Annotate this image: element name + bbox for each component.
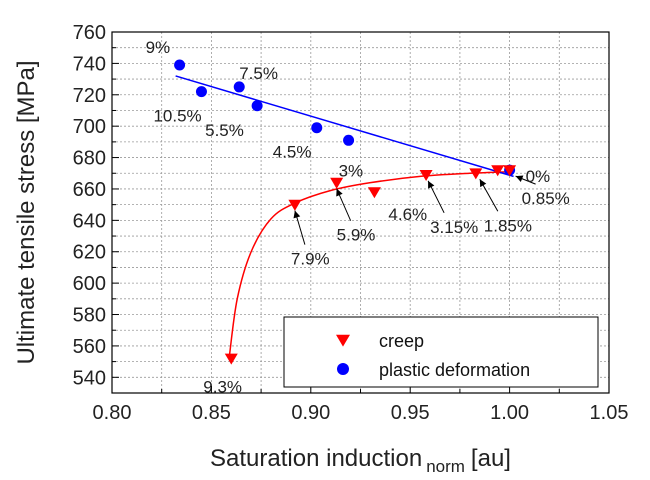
y-tick-label: 580 (73, 305, 106, 327)
annotation-label: 7.5% (239, 64, 278, 83)
x-tick-label: 1.05 (590, 402, 629, 424)
y-tick-label: 640 (73, 210, 106, 232)
y-tick-label: 540 (73, 367, 106, 389)
y-tick-label: 600 (73, 273, 106, 295)
annotation-label: 3% (339, 161, 364, 180)
data-point-creep (469, 168, 483, 180)
legend-label-plastic-deformation: plastic deformation (379, 360, 530, 380)
x-tick-label: 1.00 (490, 402, 529, 424)
y-tick-label: 680 (73, 148, 106, 170)
x-axis-title-main: Saturation induction (210, 445, 422, 472)
x-tick-label: 0.95 (391, 402, 430, 424)
data-points (174, 59, 517, 365)
fit-curves (175, 75, 514, 358)
fit-curve-plastic-deformation (175, 75, 514, 178)
y-tick-label: 740 (73, 53, 106, 75)
y-tick-label: 760 (73, 22, 106, 44)
axis-ticks (111, 31, 610, 393)
x-tick-label: 0.85 (192, 402, 231, 424)
annotation-label: 1.85% (484, 216, 532, 235)
annotation-arrowhead (515, 175, 524, 182)
data-point-creep (330, 177, 344, 189)
tick-labels: 0.80 0.85 0.90 0.95 1.00 1.05 540 560 580 600 620 6… (73, 22, 629, 424)
annotation-label: 10.5% (153, 107, 201, 126)
annotation-arrowhead (428, 180, 435, 189)
annotation-label: 7.9% (291, 250, 330, 269)
x-axis-title: Saturation induction norm [au] (210, 445, 511, 476)
data-point-creep (503, 165, 517, 177)
data-point-creep (288, 199, 302, 211)
legend: creep plastic deformation (283, 316, 599, 388)
annotation-label: 3.15% (430, 218, 478, 237)
data-point-creep (419, 169, 433, 182)
x-tick-label: 0.90 (291, 402, 330, 424)
data-point-plastic-deformation (311, 122, 323, 134)
annotation-label: 0.85% (522, 189, 570, 208)
data-point-creep (367, 187, 381, 199)
data-point-plastic-deformation (343, 134, 355, 146)
data-point-creep (491, 165, 505, 177)
y-tick-label: 720 (73, 85, 106, 107)
x-axis-title-subscript: norm (426, 457, 465, 476)
x-axis-title-unit: [au] (471, 445, 511, 472)
y-axis-title: Ultimate tensile stress [MPa] (13, 60, 40, 364)
y-tick-label: 660 (73, 179, 106, 201)
annotation-label: 9.3% (203, 377, 242, 396)
data-point-plastic-deformation (233, 81, 245, 93)
y-tick-label: 560 (73, 336, 106, 358)
data-point-plastic-deformation (174, 59, 186, 71)
legend-box (283, 316, 599, 388)
y-tick-label: 700 (73, 116, 106, 138)
legend-marker-creep (336, 334, 350, 347)
annotation-arrowhead (336, 188, 343, 197)
annotation-label: 4.6% (388, 205, 427, 224)
x-tick-label: 0.80 (93, 402, 132, 424)
legend-marker-plastic-deformation (337, 363, 349, 375)
legend-label-creep: creep (379, 331, 424, 351)
annotation-label: 5.5% (205, 121, 244, 140)
annotation-label: 5.9% (337, 226, 376, 245)
annotation-arrowhead (479, 179, 487, 188)
fit-curve-creep (228, 170, 510, 358)
annotation-label: 9% (146, 38, 171, 57)
y-tick-label: 620 (73, 242, 106, 264)
annotation-label: 0% (526, 167, 551, 186)
annotation-arrowhead (293, 210, 301, 219)
annotation-label: 4.5% (273, 143, 312, 162)
data-point-plastic-deformation (195, 86, 207, 98)
point-annotations: 0.85% 1.85% 3.15%4.6% 5.9% 7.9% 9.3% 0% 3% 4.5% 5… (146, 38, 570, 397)
data-point-creep (224, 353, 238, 365)
data-point-plastic-deformation (251, 100, 263, 112)
